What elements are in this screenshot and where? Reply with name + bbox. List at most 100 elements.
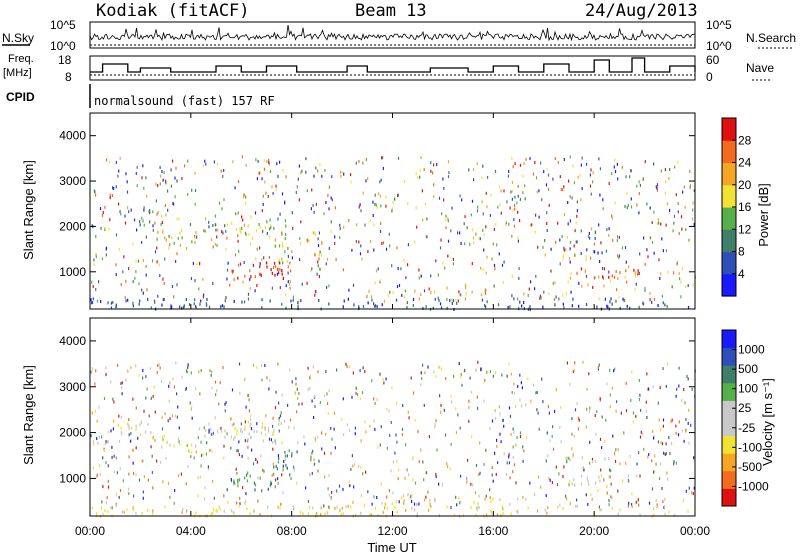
echo-cell xyxy=(596,305,598,309)
echo-cell xyxy=(576,402,578,406)
echo-cell xyxy=(142,459,144,463)
echo-cell xyxy=(615,299,617,303)
echo-cell xyxy=(606,485,608,488)
echo-cell xyxy=(119,156,121,160)
echo-cell xyxy=(689,169,691,173)
echo-cell xyxy=(277,460,280,464)
echo-cell xyxy=(383,381,385,385)
echo-cell xyxy=(599,260,601,263)
echo-cell xyxy=(230,446,232,450)
echo-cell xyxy=(285,175,287,179)
echo-cell xyxy=(380,425,382,429)
echo-cell xyxy=(342,305,344,309)
echo-cell xyxy=(232,269,234,273)
echo-cell xyxy=(254,275,256,279)
echo-cell xyxy=(610,297,612,301)
echo-cell xyxy=(639,474,641,478)
echo-cell xyxy=(314,293,316,297)
echo-cell xyxy=(128,267,130,271)
echo-cell xyxy=(462,513,464,517)
echo-cell xyxy=(638,451,640,455)
echo-cell xyxy=(266,159,268,163)
echo-cell xyxy=(618,235,620,239)
echo-cell xyxy=(625,409,628,413)
echo-cell xyxy=(164,204,166,208)
echo-cell xyxy=(188,303,191,307)
echo-cell xyxy=(451,302,453,305)
echo-cell xyxy=(412,391,415,395)
echo-cell xyxy=(599,167,601,171)
echo-cell xyxy=(317,370,319,374)
echo-cell xyxy=(437,296,439,300)
echo-cell xyxy=(237,480,239,484)
echo-cell xyxy=(162,438,164,442)
echo-cell xyxy=(588,482,590,486)
echo-cell xyxy=(187,464,189,468)
echo-cell xyxy=(688,486,690,490)
echo-cell xyxy=(118,439,121,443)
echo-cell xyxy=(599,437,602,441)
echo-cell xyxy=(546,229,548,232)
echo-cell xyxy=(338,484,341,488)
echo-cell xyxy=(259,272,261,276)
echo-cell xyxy=(171,305,173,309)
echo-cell xyxy=(396,285,399,289)
echo-cell xyxy=(360,209,362,213)
echo-cell xyxy=(169,417,171,421)
echo-cell xyxy=(339,236,341,240)
echo-cell xyxy=(319,267,321,271)
echo-cell xyxy=(208,422,210,426)
echo-cell xyxy=(195,387,197,391)
echo-cell xyxy=(468,168,470,172)
echo-cell xyxy=(576,200,578,204)
echo-cell xyxy=(617,448,619,452)
echo-cell xyxy=(628,501,630,505)
echo-cell xyxy=(306,281,308,285)
freq-tick-low: 8 xyxy=(65,70,72,84)
echo-cell xyxy=(259,265,261,269)
echo-cell xyxy=(234,435,236,439)
echo-cell xyxy=(527,506,529,510)
echo-cell xyxy=(689,186,691,190)
echo-cell xyxy=(326,392,328,396)
echo-cell xyxy=(375,203,377,207)
echo-cell xyxy=(324,512,326,516)
echo-cell xyxy=(594,230,597,234)
echo-cell xyxy=(593,250,596,254)
beam-title: Beam 13 xyxy=(355,1,427,21)
echo-cell xyxy=(419,175,421,179)
echo-cell xyxy=(588,372,590,376)
echo-cell xyxy=(284,219,287,223)
echo-cell xyxy=(124,296,126,300)
echo-cell xyxy=(107,301,109,305)
echo-cell xyxy=(597,366,599,370)
echo-cell xyxy=(286,260,288,264)
colorbar-swatch xyxy=(722,184,736,208)
echo-cell xyxy=(446,505,448,509)
echo-cell xyxy=(376,206,378,209)
echo-cell xyxy=(668,176,670,180)
echo-cell xyxy=(373,495,375,499)
echo-cell xyxy=(548,477,550,481)
echo-cell xyxy=(511,294,513,298)
echo-cell xyxy=(236,501,238,505)
echo-cell xyxy=(576,214,578,218)
echo-cell xyxy=(629,454,631,458)
echo-cell xyxy=(651,300,653,304)
nsky-panel-frame xyxy=(89,21,696,49)
echo-cell xyxy=(611,274,613,278)
echo-cell xyxy=(412,457,414,461)
echo-cell xyxy=(247,471,249,475)
echo-cell xyxy=(517,210,519,214)
echo-cell xyxy=(506,374,508,378)
echo-cell xyxy=(282,464,284,468)
echo-cell xyxy=(421,376,423,380)
echo-cell xyxy=(623,431,625,435)
echo-cell xyxy=(681,267,683,271)
echo-cell xyxy=(622,297,624,301)
echo-cell xyxy=(138,282,140,286)
echo-cell xyxy=(107,464,109,468)
echo-cell xyxy=(368,289,370,293)
echo-cell xyxy=(336,505,338,509)
echo-cell xyxy=(648,387,650,391)
